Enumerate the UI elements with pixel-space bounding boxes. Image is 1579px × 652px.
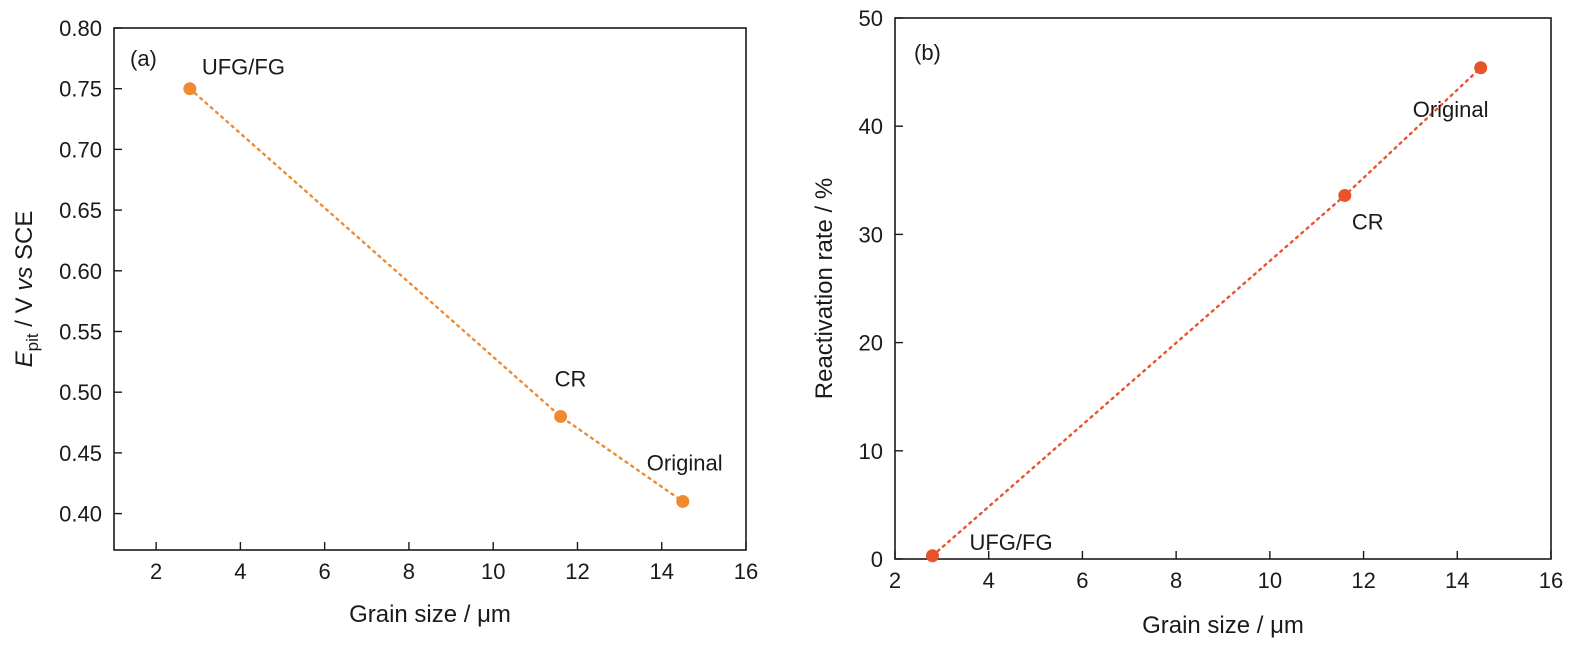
trend-line: [188, 87, 684, 503]
y-label-tail: SCE: [11, 211, 38, 267]
trend-line: [931, 66, 1482, 557]
x-tick-label: 2: [150, 559, 162, 584]
data-point-label: CR: [555, 366, 587, 391]
x-tick-label: 6: [319, 559, 331, 584]
y-tick-label: 0.75: [59, 77, 102, 102]
y-tick-label: 0: [871, 547, 883, 572]
x-tick-label: 14: [649, 559, 673, 584]
y-tick-label: 0.80: [59, 16, 102, 41]
panel-label: (b): [914, 40, 941, 65]
x-tick-label: 16: [734, 559, 758, 584]
y-tick-label: 0.60: [59, 259, 102, 284]
y-label-middle: / V: [11, 291, 38, 334]
x-tick-label: 4: [983, 568, 995, 593]
y-tick-label: 0.65: [59, 198, 102, 223]
data-point-cr: [1338, 188, 1352, 202]
data-point-cr: [554, 409, 568, 423]
panel-label: (a): [130, 46, 157, 71]
data-point-ufg-fg: [925, 549, 939, 563]
data-point-label: Original: [647, 450, 723, 475]
y-tick-label: 30: [859, 222, 883, 247]
x-axis-label: Grain size / μm: [349, 601, 511, 628]
x-tick-label: 12: [565, 559, 589, 584]
y-tick-label: 50: [859, 6, 883, 31]
x-tick-label: 16: [1539, 568, 1563, 593]
y-tick-label: 0.55: [59, 319, 102, 344]
x-tick-label: 10: [1258, 568, 1282, 593]
data-point-label: UFG/FG: [202, 55, 285, 80]
y-axis-label: Epit / V vs SCE: [11, 211, 42, 368]
chart-panel-b: 2 4 6 8 10 12 14 16 0 10 20 30 40 50 Grain size / μm Re…: [811, 6, 1563, 639]
y-tick-label: 0.50: [59, 380, 102, 405]
x-tick-label: 6: [1076, 568, 1088, 593]
y-label-symbol: E: [11, 350, 38, 367]
x-tick-label: 8: [1170, 568, 1182, 593]
x-tick-label: 4: [234, 559, 246, 584]
chart-panel-a: 2 4 6 8 10 12 14 16 0.40 0.45 0.50 0.55 0.60 0.65 0.70…: [11, 16, 758, 628]
y-tick-label: 20: [859, 331, 883, 356]
y-axis-label: Reactivation rate / %: [811, 178, 838, 399]
y-tick-label: 40: [859, 114, 883, 139]
x-tick-label: 10: [481, 559, 505, 584]
y-tick-label: 10: [859, 439, 883, 464]
plot-frame: [894, 17, 1552, 560]
y-tick-label: 0.70: [59, 137, 102, 162]
data-point-original: [676, 494, 690, 508]
y-label-subscript: pit: [23, 333, 42, 351]
x-tick-label: 2: [889, 568, 901, 593]
y-label-italic: vs: [11, 267, 38, 291]
x-tick-label: 12: [1351, 568, 1375, 593]
y-tick-label: 0.40: [59, 502, 102, 527]
data-point-ufg-fg: [183, 82, 197, 96]
x-axis-label: Grain size / μm: [1142, 612, 1304, 639]
data-point-label: Original: [1413, 97, 1489, 122]
x-tick-label: 8: [403, 559, 415, 584]
data-point-label: CR: [1352, 209, 1384, 234]
data-point-label: UFG/FG: [969, 530, 1052, 555]
plot-frame: [113, 27, 747, 551]
x-tick-label: 14: [1445, 568, 1469, 593]
y-tick-label: 0.45: [59, 441, 102, 466]
data-point-original: [1474, 61, 1488, 75]
